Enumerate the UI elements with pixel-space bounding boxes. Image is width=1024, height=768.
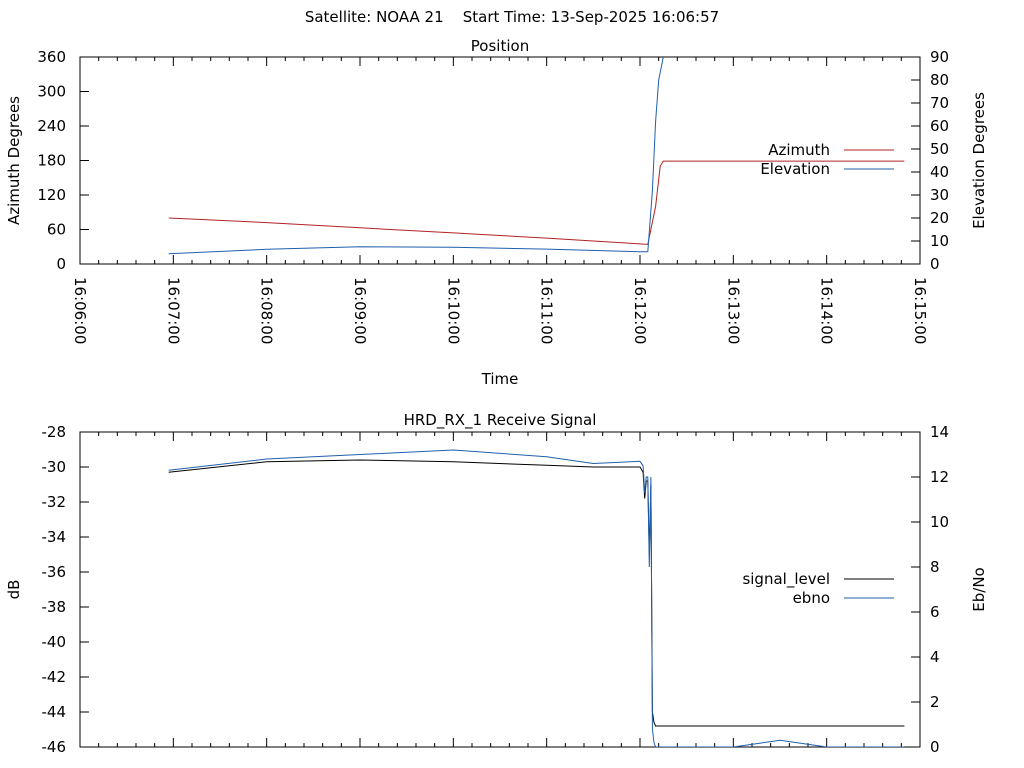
y-tick-label: -32 (42, 493, 67, 511)
x-tick-label: 16:11:00 (538, 277, 556, 344)
y-tick-label: -38 (42, 598, 67, 616)
y-tick-label: -40 (42, 633, 67, 651)
y2-tick-label: 4 (930, 648, 940, 666)
y-tick-label: 180 (37, 152, 66, 170)
y2-axis-label: Eb/No (970, 567, 988, 611)
y-tick-label: -34 (42, 528, 67, 546)
chart-title: HRD_RX_1 Receive Signal (404, 411, 597, 430)
chart-title: Position (471, 37, 529, 55)
legend-label-signal-level: signal_level (742, 570, 830, 589)
receive-signal-plot: HRD_RX_1 Receive Signal -46 -44 -42 -40 -38 -3… (5, 411, 988, 756)
y-axis-label: dB (5, 580, 23, 600)
chart-header: Satellite: NOAA 21 Start Time: 13-Sep-20… (305, 8, 719, 26)
legend-label-azimuth: Azimuth (768, 141, 830, 159)
y2-tick-label: 90 (930, 48, 949, 66)
series-line-ebno (168, 449, 905, 747)
series-line-elevation (168, 57, 664, 255)
y2-tick-label: 0 (930, 738, 940, 756)
y-tick-label: -30 (42, 458, 67, 476)
position-plot: Position 0 60 120 180 240 300 360 0 10 20 30 40 50 60 7… (5, 37, 988, 388)
x-tick-label: 16:08:00 (258, 277, 276, 344)
start-time-label: Start Time: 13-Sep-2025 16:06:57 (463, 8, 719, 26)
y-tick-label: -36 (42, 563, 67, 581)
y2-tick-label: 10 (930, 232, 949, 250)
y-axis-label: Azimuth Degrees (5, 96, 23, 225)
y-tick-label: 240 (37, 117, 66, 135)
x-tick-label: 16:06:00 (71, 277, 89, 344)
y2-tick-label: 40 (930, 163, 949, 181)
y2-tick-label: 12 (930, 468, 949, 486)
satellite-label: Satellite: NOAA 21 (305, 8, 444, 26)
y2-tick-label: 14 (930, 423, 949, 441)
y-tick-label: 360 (37, 48, 66, 66)
x-tick-label: 16:10:00 (444, 277, 462, 344)
y-tick-label: 0 (56, 255, 66, 273)
x-tick-label: 16:14:00 (818, 277, 836, 344)
y2-tick-label: 8 (930, 558, 940, 576)
legend-label-ebno: ebno (793, 589, 830, 607)
x-tick-label: 16:13:00 (724, 277, 742, 344)
legend-label-elevation: Elevation (760, 160, 830, 178)
y-tick-label: -44 (42, 703, 67, 721)
y-tick-label: -46 (42, 738, 67, 756)
y2-tick-label: 10 (930, 513, 949, 531)
y2-tick-label: 60 (930, 117, 949, 135)
y-tick-label: 120 (37, 186, 66, 204)
x-tick-label: 16:12:00 (631, 277, 649, 344)
plot-frame (79, 431, 921, 748)
y2-tick-label: 70 (930, 94, 949, 112)
y2-tick-label: 20 (930, 209, 949, 227)
y2-tick-label: 2 (930, 693, 940, 711)
y-tick-label: -28 (42, 423, 67, 441)
y2-tick-label: 6 (930, 603, 940, 621)
y2-axis-label: Elevation Degrees (970, 92, 988, 229)
x-tick-label: 16:15:00 (911, 277, 929, 344)
y2-tick-label: 80 (930, 71, 949, 89)
y-tick-label: 60 (47, 221, 66, 239)
x-axis-label: Time (481, 370, 519, 388)
series-line-azimuth (168, 160, 905, 245)
y2-tick-label: 50 (930, 140, 949, 158)
y2-tick-label: 0 (930, 255, 940, 273)
y-tick-label: 300 (37, 83, 66, 101)
series-line-signal-level (168, 459, 905, 727)
y-tick-label: -42 (42, 668, 67, 686)
x-tick-label: 16:07:00 (164, 277, 182, 344)
x-tick-label: 16:09:00 (351, 277, 369, 344)
y2-tick-label: 30 (930, 186, 949, 204)
